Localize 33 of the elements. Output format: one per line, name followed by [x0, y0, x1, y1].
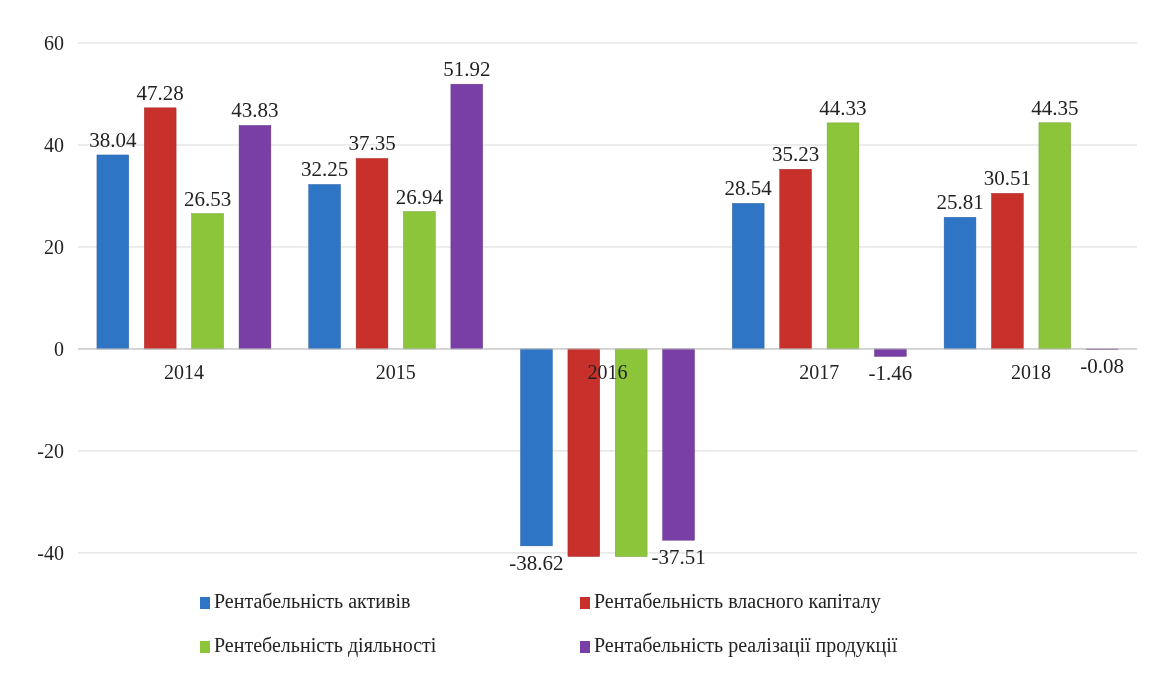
y-tick-label: 20: [44, 235, 64, 258]
legend-label: Рентабельність власного капіталу: [594, 590, 881, 613]
x-tick-label: 2017: [799, 361, 840, 384]
y-tick-label: 0: [54, 337, 64, 360]
data-label: 30.51: [983, 166, 1032, 191]
data-label: 26.53: [183, 186, 232, 211]
y-tick-label: -40: [37, 541, 64, 564]
legend-label: Рентабельність реалізації продукції: [594, 634, 898, 657]
data-label: 28.54: [724, 176, 773, 201]
x-tick-label: 2015: [375, 361, 416, 384]
data-label: 37.35: [348, 131, 396, 156]
data-label: -1.46: [868, 361, 913, 386]
data-label: -37.51: [651, 545, 706, 570]
x-tick-label: 2018: [1011, 361, 1052, 384]
y-tick-label: 60: [44, 31, 64, 54]
data-label: 26.94: [395, 184, 444, 209]
data-label: 47.28: [136, 80, 184, 105]
data-label: 44.33: [819, 95, 867, 120]
y-tick-label: -20: [37, 439, 64, 462]
data-label: 32.25: [301, 157, 349, 182]
legend-label: Рентабельність активів: [214, 590, 411, 612]
data-label: -38.62: [509, 550, 564, 575]
data-label: 43.83: [231, 98, 279, 123]
legend-label: Рентебельність діяльності: [214, 634, 437, 657]
data-label: 38.04: [89, 127, 137, 152]
data-label: 25.81: [936, 190, 984, 215]
x-tick-label: 2016: [587, 361, 628, 384]
data-label: 51.92: [443, 57, 491, 82]
data-label: 35.23: [771, 142, 820, 167]
data-label: -0.08: [1080, 354, 1125, 379]
x-tick-label: 2014: [163, 361, 204, 384]
data-label: 44.35: [1031, 95, 1079, 120]
y-tick-label: 40: [44, 133, 64, 156]
